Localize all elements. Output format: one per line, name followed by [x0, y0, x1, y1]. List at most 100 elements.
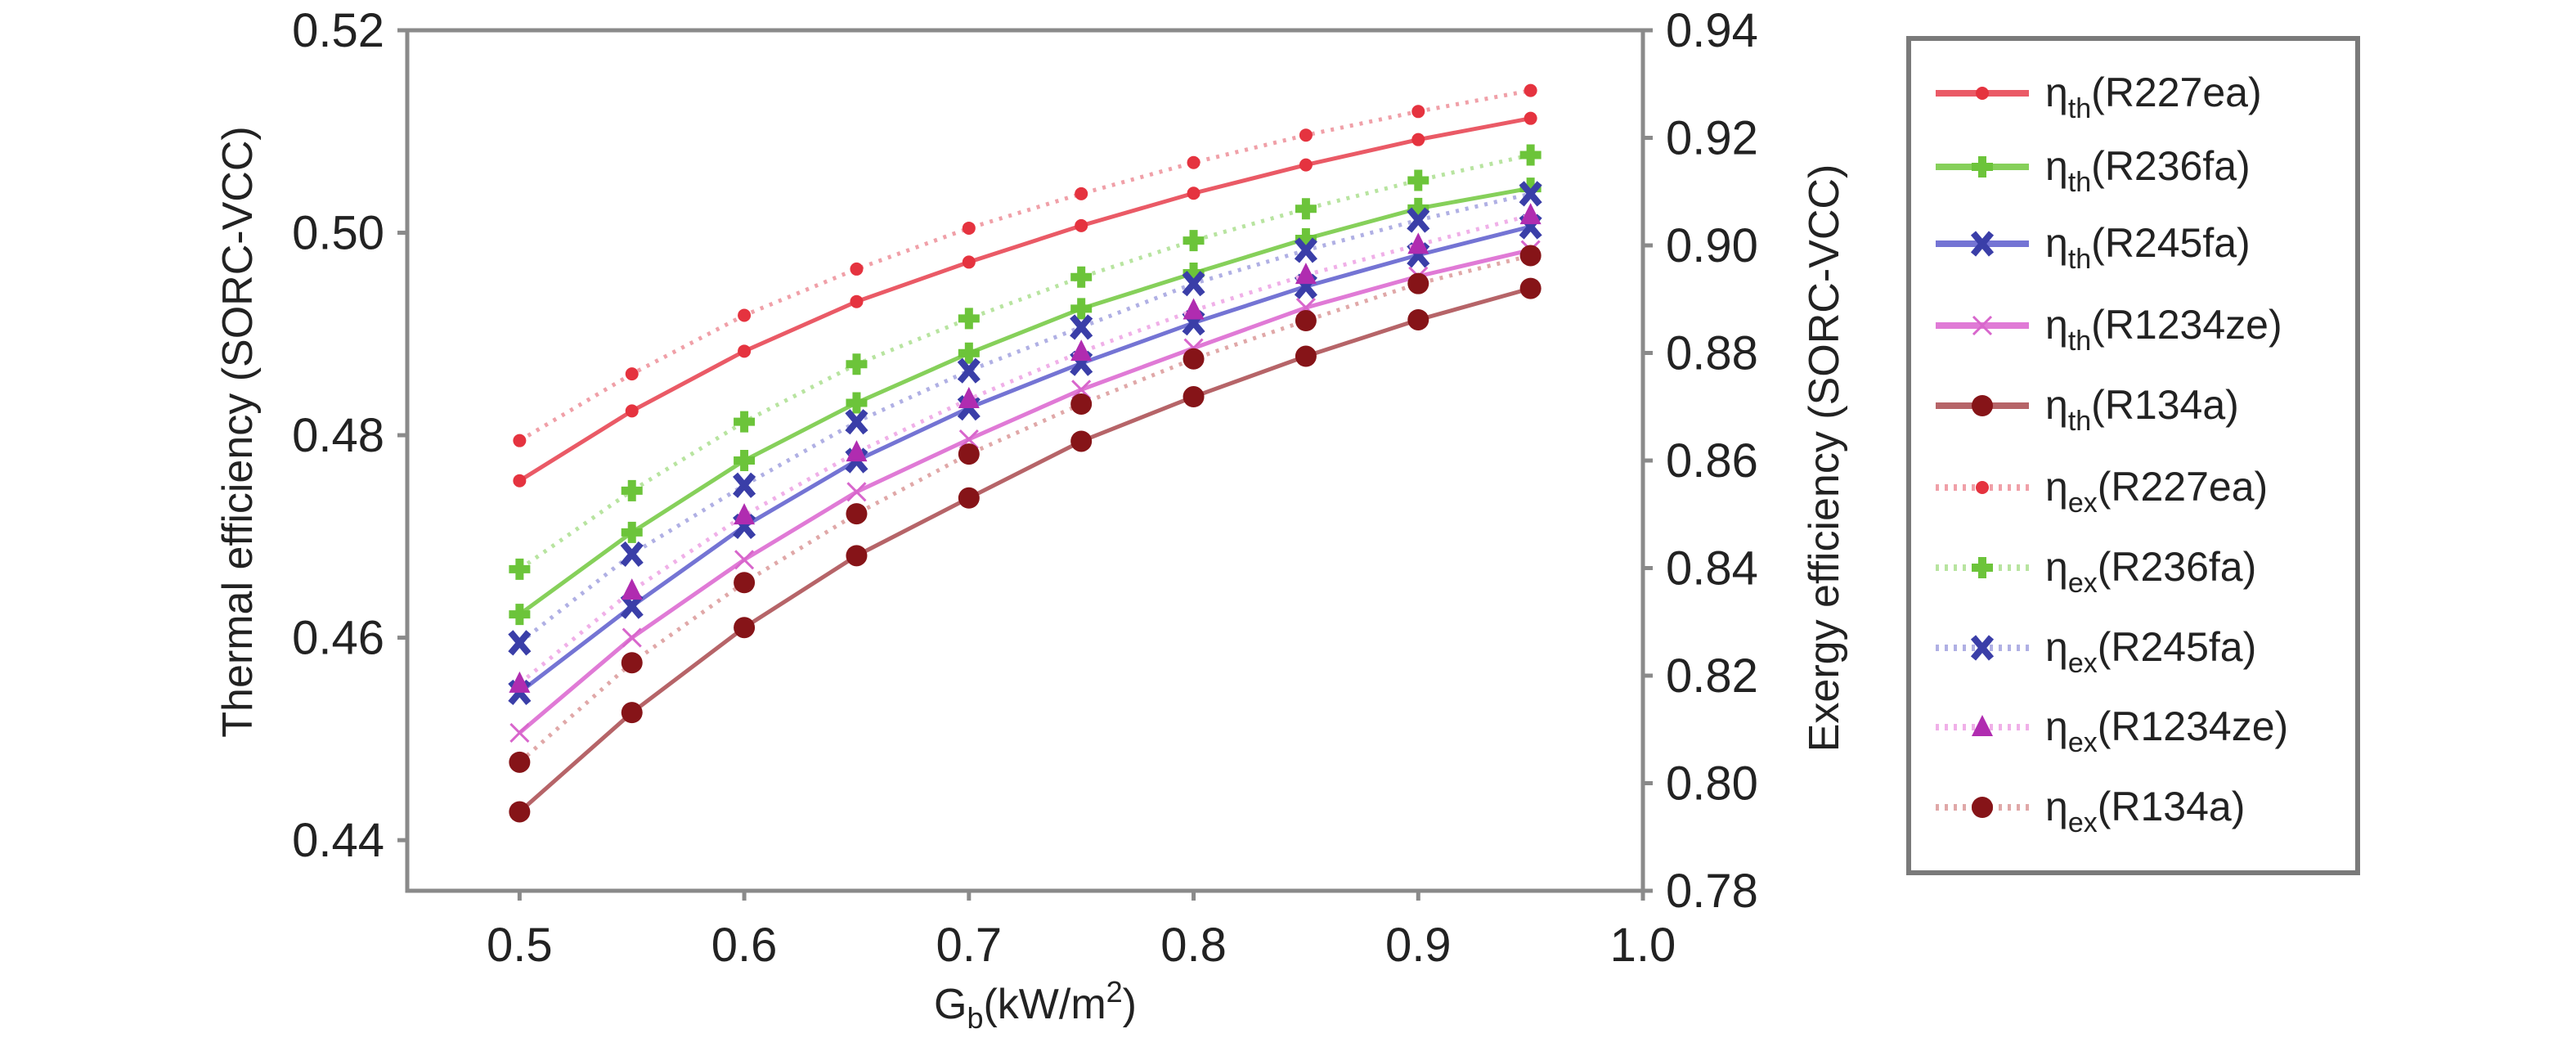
y-left-tick-label: 0.48 [292, 409, 384, 462]
legend-marker-icon [1972, 797, 1993, 818]
legend-marker-icon [1970, 635, 1995, 661]
legend-label: ηex(R1234ze) [2045, 703, 2288, 758]
data-point [1295, 345, 1317, 367]
data-point [958, 342, 980, 364]
data-point [509, 722, 530, 743]
data-point [509, 671, 531, 693]
series-line [518, 286, 1532, 814]
data-point [1075, 186, 1088, 200]
data-point [850, 262, 864, 276]
y-right-tick-label: 0.94 [1666, 4, 1758, 57]
data-point [625, 404, 639, 418]
legend-label: ηex(R245fa) [2045, 624, 2256, 679]
data-point [738, 344, 752, 358]
legend-marker-icon [1972, 715, 1993, 736]
data-point [1070, 266, 1093, 288]
data-point [846, 503, 868, 525]
data-point [1299, 128, 1313, 142]
data-point [1294, 237, 1317, 263]
x-label-sub: b [967, 1001, 983, 1035]
data-point [625, 367, 639, 381]
data-point [621, 702, 643, 724]
data-point [846, 353, 868, 375]
series-ex-r1234ze [509, 203, 1542, 693]
x-tick-label: 0.5 [487, 919, 553, 972]
data-point [846, 392, 868, 414]
data-point [509, 751, 531, 773]
data-point [621, 652, 643, 674]
data-point [962, 221, 976, 235]
legend-label: ηth(R134a) [2045, 382, 2239, 437]
y-right-tick-label: 0.88 [1666, 327, 1758, 380]
right-axis: 0.78 0.80 0.82 0.84 0.86 0.88 0.90 0.92 0.94 [1643, 4, 1758, 918]
data-point [738, 308, 752, 322]
legend-item: ηth(R1234ze) [1936, 302, 2282, 357]
data-point [621, 521, 643, 543]
data-point [622, 627, 642, 648]
data-point [845, 409, 868, 435]
data-point [846, 440, 868, 462]
legend-item: ηth(R227ea) [1936, 70, 2262, 124]
x-axis-label: Gb(kW/m2) [934, 975, 1137, 1035]
legend-label: ηth(R236fa) [2045, 143, 2251, 198]
x-tick-label: 0.8 [1160, 919, 1227, 972]
data-point [1295, 198, 1317, 220]
y-right-tick-label: 0.82 [1666, 649, 1758, 703]
y-left-tick-label: 0.52 [292, 4, 384, 57]
data-point [1519, 203, 1542, 225]
legend-item: ηex(R1234ze) [1936, 703, 2288, 758]
data-point [1519, 144, 1542, 166]
data-point [1519, 245, 1542, 267]
left-axis: 0.44 0.46 0.48 0.50 0.52 [292, 4, 407, 867]
legend-label: ηth(R245fa) [2045, 220, 2251, 275]
legend-item: ηth(R245fa) [1936, 220, 2251, 275]
series-line [518, 224, 1532, 694]
legend-item: ηth(R134a) [1936, 382, 2239, 437]
data-point [1407, 308, 1429, 330]
plot-series [508, 83, 1542, 823]
legend-label: ηex(R236fa) [2045, 544, 2256, 599]
y-right-tick-label: 0.84 [1666, 542, 1758, 595]
series-th-r227ea [513, 111, 1537, 488]
series-ex-r134a [509, 245, 1542, 773]
y-left-tick-label: 0.46 [292, 612, 384, 665]
series-th-r1234ze [509, 240, 1541, 743]
data-point [1075, 218, 1088, 232]
legend-marker-icon [1970, 231, 1995, 257]
data-point [621, 578, 643, 600]
x-tick-label: 0.9 [1385, 919, 1452, 972]
data-point [1183, 348, 1205, 370]
data-point [1183, 230, 1205, 252]
series-ex-r227ea [513, 83, 1537, 447]
series-th-r134a [509, 277, 1542, 823]
x-tick-label: 0.7 [936, 919, 1002, 972]
data-point [734, 572, 756, 594]
legend-item: ηex(R134a) [1936, 784, 2245, 838]
data-point [513, 434, 527, 447]
legend-label: ηth(R227ea) [2045, 70, 2262, 124]
data-point [1519, 181, 1542, 207]
data-point [1295, 263, 1317, 285]
legend-item: ηex(R227ea) [1936, 464, 2268, 519]
series-ex-r236fa [509, 144, 1542, 580]
y-axis-left-label: Thermal efficiency (SORC-VCC) [214, 126, 262, 737]
data-point [1524, 83, 1537, 97]
data-point [1070, 314, 1093, 340]
y-left-tick-label: 0.50 [292, 207, 384, 260]
series-line [518, 116, 1532, 483]
x-label-rest: (kW/m [983, 981, 1106, 1028]
x-tick-label: 0.6 [711, 919, 778, 972]
data-point [958, 429, 979, 450]
series-th-r245fa [508, 213, 1542, 706]
legend-item: ηex(R236fa) [1936, 544, 2256, 599]
data-point [1070, 298, 1093, 320]
data-point [958, 487, 980, 509]
data-point [1411, 105, 1425, 119]
series-line [518, 248, 1532, 735]
legend-marker-icon [1972, 156, 1993, 177]
data-point [1183, 386, 1205, 408]
data-point [958, 308, 980, 330]
data-point [621, 479, 643, 501]
data-point [1070, 430, 1093, 452]
